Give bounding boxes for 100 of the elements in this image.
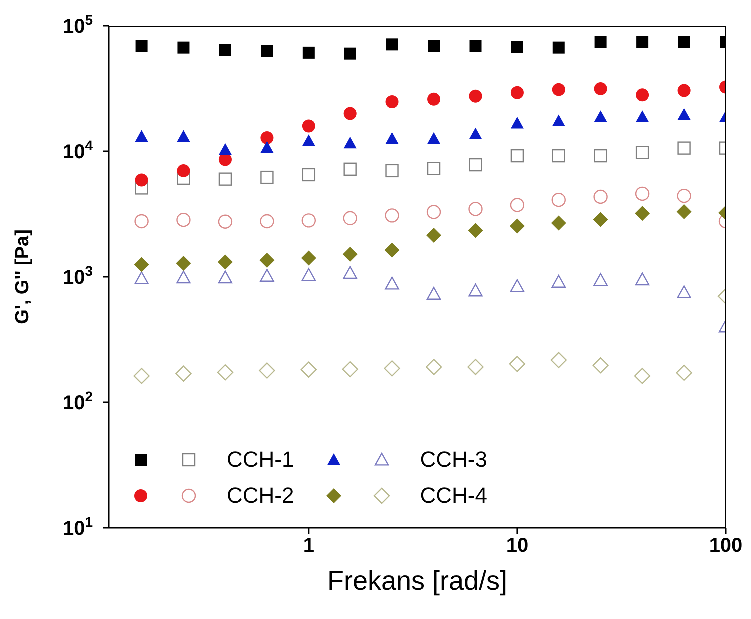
point	[302, 46, 315, 59]
point	[469, 90, 482, 103]
point	[469, 158, 482, 172]
point	[302, 134, 316, 146]
point	[218, 270, 233, 284]
point	[470, 40, 482, 52]
point	[594, 273, 608, 286]
point	[135, 130, 148, 142]
point	[386, 132, 399, 144]
x-tick-label: 100	[709, 535, 743, 558]
point	[635, 272, 650, 286]
point	[636, 110, 650, 122]
point	[510, 279, 525, 292]
point	[552, 149, 566, 163]
point	[177, 172, 190, 186]
point	[342, 361, 358, 378]
point	[343, 211, 358, 226]
point	[134, 214, 149, 229]
point	[594, 36, 607, 48]
point	[635, 206, 650, 222]
point	[134, 368, 150, 384]
point	[260, 170, 274, 184]
point	[428, 132, 441, 144]
legend-label: CCH-2	[227, 483, 294, 509]
point	[300, 362, 318, 378]
point	[468, 223, 484, 238]
point	[219, 44, 232, 56]
legend-label: CCH-3	[420, 447, 488, 473]
point	[386, 38, 398, 51]
point	[428, 92, 441, 106]
y-tick-label: 10$^{2}$	[62, 388, 94, 414]
point	[510, 218, 525, 234]
point	[636, 36, 649, 48]
point	[426, 359, 442, 376]
point	[218, 214, 233, 229]
point	[594, 110, 608, 122]
point	[636, 146, 650, 160]
point	[343, 266, 358, 280]
point	[592, 357, 609, 374]
point	[344, 162, 357, 176]
point	[509, 356, 526, 372]
point	[594, 82, 608, 96]
point	[385, 208, 400, 223]
legend-label: CCH-4	[420, 483, 488, 509]
point	[260, 252, 275, 268]
point	[635, 186, 650, 202]
point	[218, 143, 232, 156]
point	[468, 202, 483, 216]
point	[344, 48, 356, 60]
y-axis-title: G', G'' [Pa]	[12, 230, 34, 324]
point	[218, 172, 232, 186]
point	[134, 257, 150, 272]
point	[302, 168, 316, 182]
y-tick-label: 10$^{3}$	[62, 263, 94, 289]
point	[260, 214, 274, 229]
point	[426, 228, 442, 244]
point	[550, 352, 567, 368]
y-tick-label: 10$^{5}$	[62, 12, 94, 38]
point	[428, 40, 440, 52]
point	[594, 190, 608, 204]
point	[511, 41, 524, 54]
point	[386, 164, 399, 178]
legend-label: CCH-1	[227, 447, 294, 473]
point	[678, 108, 691, 120]
point	[261, 45, 274, 58]
point	[552, 192, 566, 208]
point	[510, 149, 524, 163]
point	[510, 117, 524, 129]
point	[135, 182, 148, 195]
point	[676, 204, 692, 220]
point	[677, 189, 692, 204]
point	[178, 42, 190, 54]
point	[551, 216, 566, 231]
point	[134, 272, 149, 284]
point	[177, 164, 190, 178]
point	[260, 141, 274, 154]
point	[636, 88, 650, 102]
point	[217, 364, 234, 381]
point	[177, 130, 190, 142]
point	[468, 359, 484, 376]
point	[384, 360, 400, 377]
point	[593, 212, 608, 228]
point	[552, 275, 566, 288]
y-tick-label: 10$^{1}$	[62, 514, 94, 540]
point	[218, 254, 233, 270]
point	[510, 86, 524, 100]
point	[135, 174, 148, 187]
point	[136, 40, 148, 52]
x-tick-label: 1	[303, 535, 314, 558]
point	[678, 142, 691, 155]
point	[634, 368, 651, 384]
point	[218, 153, 232, 166]
point	[386, 95, 399, 108]
x-axis-title: Frekans [rad/s]	[326, 566, 509, 597]
point	[678, 84, 691, 98]
y-tick-label: 10$^{4}$	[62, 138, 94, 164]
point	[302, 268, 316, 282]
point	[176, 270, 191, 284]
point	[676, 364, 692, 382]
point	[384, 242, 400, 258]
